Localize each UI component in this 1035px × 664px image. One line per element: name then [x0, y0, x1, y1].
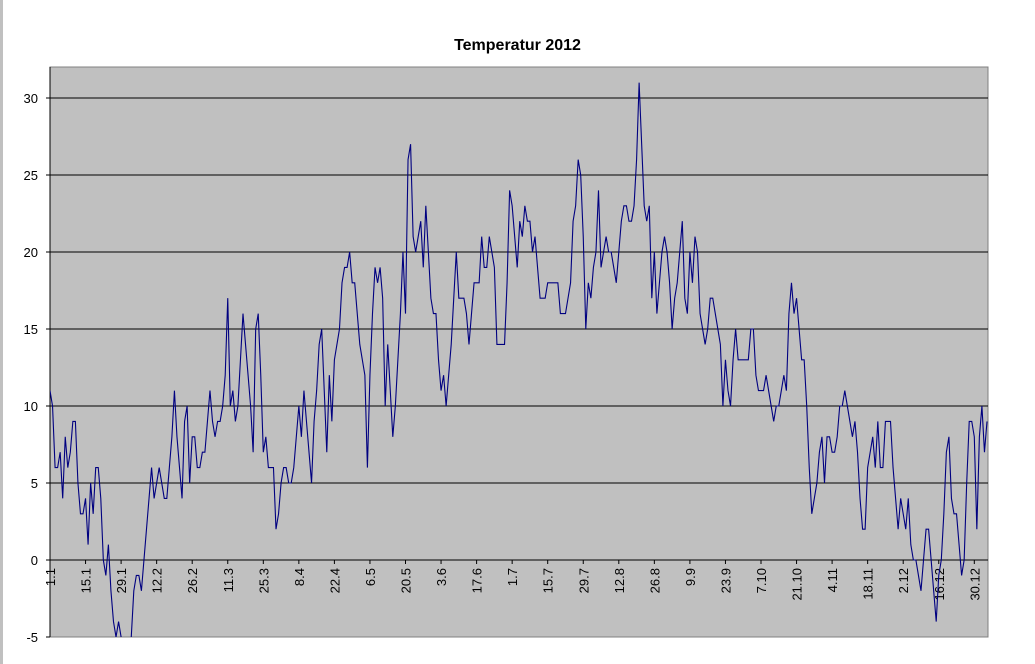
y-tick-label: 10: [24, 399, 38, 414]
x-tick-label: 22.4: [327, 568, 342, 593]
x-tick-label: 7.10: [754, 568, 769, 593]
x-tick-label: 29.1: [114, 568, 129, 593]
x-tick-label: 6.5: [363, 568, 378, 586]
x-tick-label: 20.5: [399, 568, 414, 593]
x-tick-label: 4.11: [825, 568, 840, 592]
y-tick-label: 20: [24, 245, 38, 260]
x-tick-label: 1.7: [505, 568, 520, 586]
x-tick-label: 15.7: [541, 568, 556, 593]
x-tick-label: 8.4: [292, 568, 307, 586]
y-tick-label: -5: [26, 630, 38, 645]
x-tick-label: 11.3: [221, 568, 236, 592]
x-tick-label: 29.7: [576, 568, 591, 593]
y-tick-label: 5: [31, 476, 38, 491]
x-tick-label: 30.12: [967, 568, 982, 601]
x-tick-label: 25.3: [256, 568, 271, 593]
x-tick-label: 12.8: [612, 568, 627, 593]
y-tick-label: 30: [24, 91, 38, 106]
x-tick-label: 26.8: [647, 568, 662, 593]
x-tick-label: 23.9: [718, 568, 733, 593]
y-tick-label: 25: [24, 168, 38, 183]
x-tick-label: 26.2: [185, 568, 200, 593]
x-tick-label: 16.12: [932, 568, 947, 601]
x-tick-label: 21.10: [790, 568, 805, 601]
x-tick-label: 17.6: [470, 568, 485, 593]
window-edge: [0, 0, 3, 664]
y-tick-label: 0: [31, 553, 38, 568]
x-tick-label: 3.6: [434, 568, 449, 586]
x-tick-label: 1.1: [43, 568, 58, 586]
plot-area: [49, 66, 989, 638]
chart-title: Temperatur 2012: [454, 37, 581, 54]
x-tick-label: 18.11: [861, 568, 876, 600]
y-tick-label: 15: [24, 322, 38, 337]
x-tick-label: 15.1: [79, 568, 94, 593]
x-tick-label: 2.12: [896, 568, 911, 593]
x-tick-label: 12.2: [150, 568, 165, 593]
series-line: [50, 82, 988, 637]
x-tick-label: 9.9: [683, 568, 698, 586]
